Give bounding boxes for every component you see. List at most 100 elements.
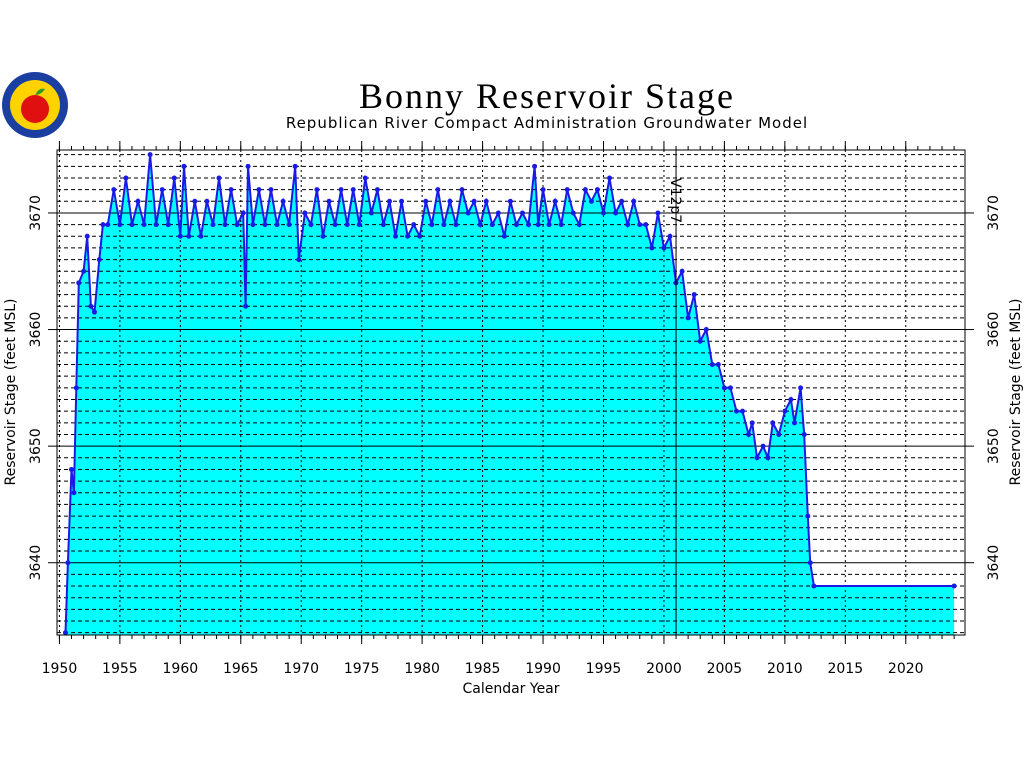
point <box>715 362 721 368</box>
point <box>740 408 746 414</box>
y2-tick-label: 3640 <box>986 545 1002 581</box>
point <box>788 396 794 402</box>
point <box>754 455 760 461</box>
point <box>600 210 606 216</box>
point <box>411 222 417 228</box>
point <box>570 210 576 216</box>
point <box>532 163 538 169</box>
point <box>765 455 771 461</box>
point <box>393 233 399 239</box>
point <box>296 257 302 263</box>
point <box>727 385 733 391</box>
point <box>374 187 380 193</box>
point <box>88 303 94 309</box>
point <box>619 198 625 204</box>
x-tick-label: 2000 <box>646 661 682 677</box>
point <box>380 222 386 228</box>
x-tick-label: 1970 <box>283 661 319 677</box>
point <box>951 583 957 589</box>
point <box>250 222 256 228</box>
point <box>344 222 350 228</box>
y2-axis-label: Reservoir Stage (feet MSL) <box>1008 298 1024 485</box>
point <box>280 198 286 204</box>
point <box>147 152 153 158</box>
point <box>243 303 249 309</box>
y-axis-label: Reservoir Stage (feet MSL) <box>3 298 19 485</box>
point <box>760 443 766 449</box>
point <box>535 222 541 228</box>
x-tick-label: 1980 <box>404 661 440 677</box>
point <box>69 466 75 472</box>
point <box>613 210 619 216</box>
x-tick-label: 2005 <box>707 661 743 677</box>
point <box>192 198 198 204</box>
point <box>292 163 298 169</box>
point <box>576 222 582 228</box>
point <box>588 198 594 204</box>
point <box>222 222 228 228</box>
point <box>546 222 552 228</box>
point <box>204 198 210 204</box>
y-tick-label: 3670 <box>28 195 44 231</box>
point <box>245 163 251 169</box>
point <box>685 315 691 321</box>
point <box>314 187 320 193</box>
point <box>746 431 752 437</box>
point <box>625 222 631 228</box>
point <box>558 222 564 228</box>
point <box>495 210 501 216</box>
point <box>540 187 546 193</box>
point <box>483 198 489 204</box>
area <box>65 154 955 635</box>
point <box>435 187 441 193</box>
point <box>749 420 755 426</box>
x-tick-label: 1990 <box>525 661 561 677</box>
y-tick-label: 3640 <box>28 545 44 581</box>
y2-tick-label: 3670 <box>986 195 1002 231</box>
point <box>181 163 187 169</box>
point <box>268 187 274 193</box>
x-tick-label: 1985 <box>465 661 501 677</box>
chart-title: Bonny Reservoir Stage <box>359 76 735 116</box>
x-tick-label: 1975 <box>344 661 380 677</box>
x-tick-label: 1995 <box>586 661 622 677</box>
point <box>721 385 727 391</box>
plot-frame <box>56 149 966 636</box>
point <box>489 222 495 228</box>
point <box>286 222 292 228</box>
x-tick-label: 1955 <box>102 661 138 677</box>
point <box>417 233 423 239</box>
point <box>71 490 77 496</box>
point <box>661 245 667 251</box>
point <box>465 210 471 216</box>
point <box>105 222 111 228</box>
point <box>811 583 817 589</box>
x-axis-label: Calendar Year <box>462 681 559 697</box>
point <box>350 187 356 193</box>
point <box>649 245 655 251</box>
point <box>84 233 90 239</box>
point <box>697 338 703 344</box>
y-tick-label: 3650 <box>28 428 44 464</box>
point <box>302 210 308 216</box>
point <box>594 187 600 193</box>
point <box>526 222 532 228</box>
point <box>62 630 68 636</box>
point <box>471 198 477 204</box>
point <box>441 222 447 228</box>
point <box>159 187 165 193</box>
point <box>326 198 332 204</box>
point <box>801 431 807 437</box>
point <box>667 233 673 239</box>
point <box>429 222 435 228</box>
x-tick-label: 1950 <box>42 661 78 677</box>
point <box>96 257 102 263</box>
x-tick-label: 1965 <box>223 661 259 677</box>
point <box>792 420 798 426</box>
point <box>135 198 141 204</box>
point <box>807 560 813 566</box>
y2-tick-label: 3660 <box>986 312 1002 348</box>
point <box>117 222 123 228</box>
point <box>210 222 216 228</box>
point <box>501 233 507 239</box>
